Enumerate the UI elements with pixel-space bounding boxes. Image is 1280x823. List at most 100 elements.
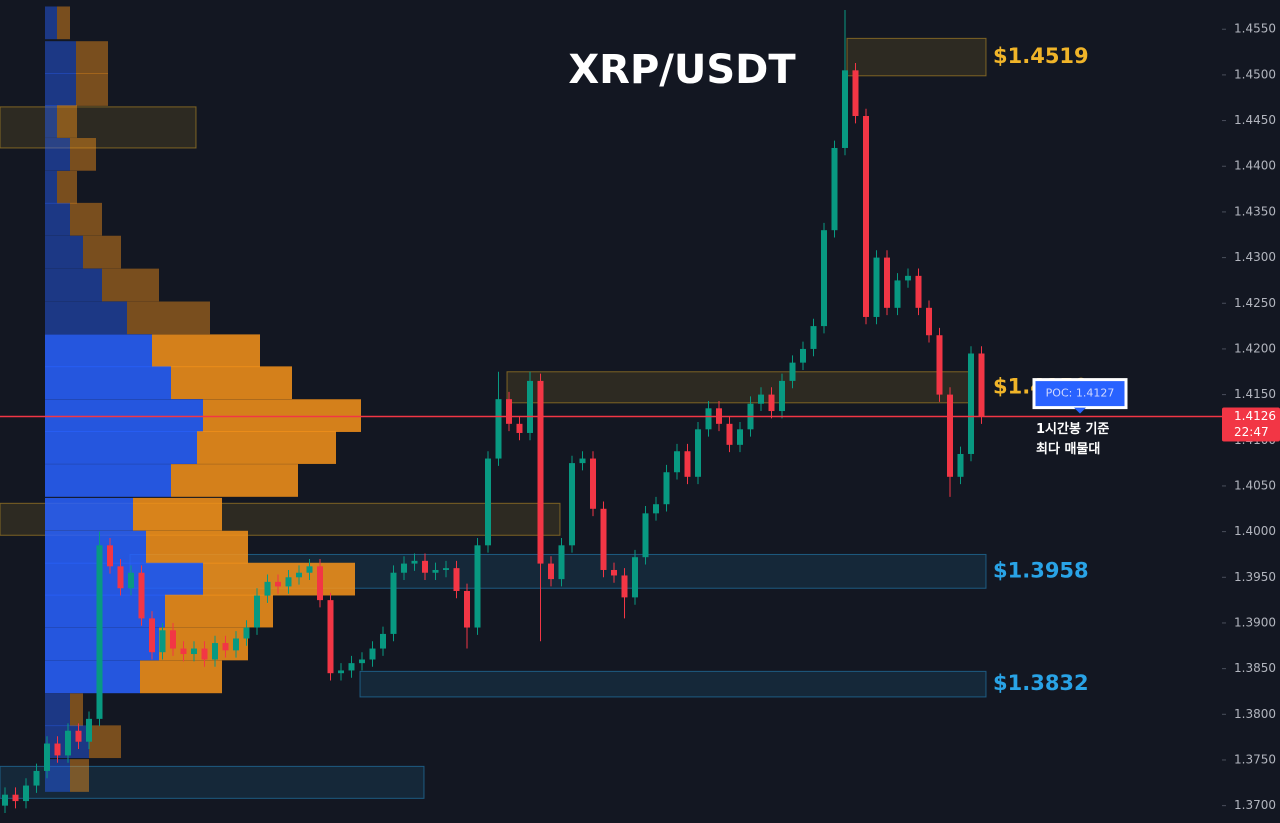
candle-body bbox=[170, 630, 176, 649]
profile-sell bbox=[89, 725, 121, 759]
candle-body bbox=[936, 335, 943, 395]
candle-body bbox=[495, 399, 502, 459]
candle-body bbox=[254, 595, 260, 628]
candle-body bbox=[390, 572, 397, 634]
candle-body bbox=[86, 718, 92, 742]
profile-buy bbox=[45, 268, 102, 302]
profile-sell bbox=[197, 431, 336, 464]
candle-body bbox=[285, 577, 292, 587]
profile-buy bbox=[45, 235, 83, 269]
candle-body bbox=[726, 423, 733, 445]
candle-body bbox=[369, 648, 376, 660]
candle-body bbox=[611, 569, 617, 576]
profile-sell bbox=[76, 73, 108, 106]
profile-buy bbox=[45, 105, 57, 138]
candle-body bbox=[44, 743, 50, 771]
candle-body bbox=[810, 326, 817, 349]
y-tick-label: 1.4000 bbox=[1234, 524, 1276, 538]
candle-body bbox=[443, 568, 449, 570]
candle-body bbox=[233, 638, 239, 651]
profile-sell bbox=[203, 399, 361, 432]
zone bbox=[0, 106, 197, 149]
zone bbox=[359, 670, 987, 698]
profile-sell bbox=[203, 562, 355, 596]
candle-body bbox=[653, 504, 659, 514]
profile-sell bbox=[133, 497, 222, 531]
candle-body bbox=[191, 648, 197, 655]
candle-body bbox=[327, 600, 334, 674]
poc-note: 최다 매물대 bbox=[1036, 441, 1100, 457]
profile-buy bbox=[45, 497, 133, 531]
candle-body bbox=[779, 380, 785, 412]
candle-body bbox=[632, 557, 638, 598]
y-tick-label: 1.4050 bbox=[1234, 478, 1276, 492]
profile-buy bbox=[45, 73, 76, 106]
candle-body bbox=[852, 70, 859, 117]
candle-body bbox=[894, 280, 901, 308]
candle-body bbox=[159, 630, 166, 653]
candle-body bbox=[54, 743, 61, 756]
profile-buy bbox=[45, 138, 70, 171]
candle-body bbox=[842, 70, 848, 148]
poc-note: 1시간봉 기준 bbox=[1036, 421, 1109, 437]
candle-body bbox=[359, 659, 365, 664]
profile-sell bbox=[57, 6, 70, 40]
y-tick-label: 1.3950 bbox=[1234, 570, 1276, 584]
candle-body bbox=[947, 394, 953, 477]
candle-body bbox=[884, 257, 890, 308]
candle-body bbox=[65, 730, 71, 756]
profile-buy bbox=[45, 594, 165, 628]
candle-body bbox=[926, 307, 932, 336]
candle-body bbox=[695, 429, 701, 477]
profile-sell bbox=[83, 235, 121, 269]
candle-body bbox=[548, 563, 554, 580]
candle-body bbox=[789, 362, 796, 381]
profile-sell bbox=[127, 301, 210, 335]
candle-body bbox=[464, 590, 470, 628]
poc-label: POC: 1.4127 bbox=[1046, 387, 1115, 400]
profile-buy bbox=[45, 530, 146, 564]
candle-body bbox=[705, 408, 712, 430]
candle-body bbox=[411, 560, 418, 564]
profile-buy bbox=[45, 301, 127, 335]
profile-sell bbox=[70, 202, 102, 236]
candle-body bbox=[306, 566, 313, 573]
y-tick-label: 1.3900 bbox=[1234, 615, 1276, 629]
candle-body bbox=[23, 785, 29, 802]
candle-body bbox=[107, 545, 113, 567]
profile-sell bbox=[152, 334, 260, 368]
candle-body bbox=[348, 663, 355, 671]
candle-body bbox=[264, 581, 271, 596]
y-tick-label: 1.4250 bbox=[1234, 296, 1276, 310]
y-tick-label: 1.4400 bbox=[1234, 159, 1276, 173]
profile-sell bbox=[76, 41, 108, 74]
candle-body bbox=[957, 453, 964, 477]
zone-label: $1.3958 bbox=[993, 558, 1089, 582]
candle-body bbox=[800, 348, 806, 363]
candle-body bbox=[432, 569, 439, 573]
profile-buy bbox=[45, 464, 171, 497]
profile-sell bbox=[70, 759, 89, 792]
candle-body bbox=[863, 116, 869, 317]
candle-body bbox=[737, 429, 743, 445]
y-tick-label: 1.3700 bbox=[1234, 798, 1276, 812]
candle-body bbox=[831, 147, 838, 231]
candle-body bbox=[968, 353, 974, 454]
y-tick-label: 1.3850 bbox=[1234, 661, 1276, 675]
profile-buy bbox=[45, 6, 57, 40]
candle-body bbox=[516, 423, 523, 433]
profile-sell bbox=[70, 693, 83, 727]
candle-body bbox=[296, 572, 302, 578]
profile-sell bbox=[140, 660, 222, 694]
candle-body bbox=[821, 230, 827, 327]
profile-buy bbox=[45, 399, 203, 432]
candle-body bbox=[684, 451, 691, 477]
y-tick-label: 1.4550 bbox=[1234, 22, 1276, 36]
candle-body bbox=[569, 463, 575, 546]
candle-body bbox=[317, 566, 323, 601]
candle-body bbox=[12, 794, 19, 802]
candles bbox=[2, 10, 985, 813]
candle-body bbox=[243, 627, 250, 639]
profile-buy bbox=[45, 660, 140, 694]
profile-buy bbox=[45, 693, 70, 727]
